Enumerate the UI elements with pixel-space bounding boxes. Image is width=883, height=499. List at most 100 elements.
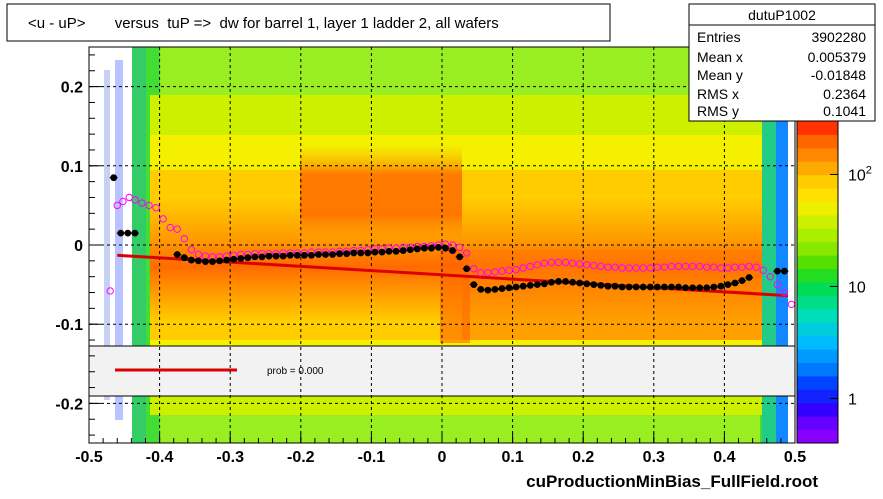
- rms-point: [540, 259, 549, 267]
- palette-cell: [797, 161, 838, 176]
- palette-cell: [797, 308, 838, 323]
- mean-point: [343, 250, 351, 258]
- rms-point: [618, 264, 626, 272]
- mean-point: [512, 283, 520, 291]
- rms-point: [674, 262, 683, 271]
- rms-point: [505, 266, 513, 275]
- stats-label: Mean x: [697, 49, 743, 65]
- rms-point: [159, 215, 167, 223]
- rms-point: [533, 261, 542, 269]
- mean-point: [435, 243, 442, 251]
- mean-point: [646, 283, 654, 291]
- mean-point: [477, 285, 485, 293]
- mean-point: [315, 251, 322, 258]
- rms-point: [463, 249, 471, 257]
- rms-point: [561, 258, 570, 267]
- mean-point: [738, 277, 746, 285]
- mean-point: [293, 251, 301, 259]
- rms-point: [180, 234, 189, 243]
- rms-point: [519, 264, 527, 272]
- stats-value: -0.01848: [811, 67, 866, 83]
- rms-point: [604, 263, 612, 271]
- mean-point: [258, 253, 266, 261]
- mean-point: [470, 281, 478, 288]
- rms-point: [717, 264, 725, 272]
- rms-point: [695, 262, 704, 271]
- rms-point: [113, 201, 121, 210]
- rms-point: [738, 263, 746, 271]
- mean-point: [371, 248, 379, 256]
- stats-value: 0.2364: [823, 86, 866, 102]
- mean-point: [428, 244, 435, 252]
- plot-marks: [89, 174, 795, 309]
- mean-point: [696, 284, 704, 292]
- mean-point: [491, 285, 499, 293]
- rms-point: [710, 263, 718, 271]
- rms-point: [145, 201, 153, 210]
- palette-cell: [797, 241, 838, 256]
- rms-point: [187, 246, 196, 254]
- mean-point: [364, 249, 372, 257]
- x-tick-label: 0: [438, 449, 447, 466]
- mean-point: [639, 283, 647, 291]
- mean-point: [392, 247, 400, 255]
- mean-point: [209, 258, 216, 266]
- mean-point: [442, 244, 449, 252]
- y-tick-label: 0.1: [61, 159, 83, 176]
- mean-point: [625, 283, 633, 291]
- mean-point: [413, 245, 421, 253]
- palette-label: 1: [848, 391, 857, 408]
- palette-cell: [797, 201, 838, 216]
- mean-point: [187, 256, 195, 264]
- mean-point: [555, 278, 562, 285]
- rms-point: [590, 261, 598, 270]
- x-tick-label: -0.2: [287, 449, 315, 466]
- x-tick-label: -0.4: [146, 449, 174, 466]
- rms-point: [138, 199, 146, 207]
- fit-legend-text: prob = 0.000: [267, 366, 324, 377]
- rms-point: [166, 223, 174, 232]
- x-tick-label: -0.1: [358, 449, 386, 466]
- mean-point: [223, 256, 231, 264]
- stats-value: 3902280: [811, 29, 866, 45]
- rms-point: [780, 288, 789, 297]
- palette-cell: [797, 389, 838, 404]
- rms-point: [766, 272, 774, 281]
- palette-cell: [797, 134, 838, 149]
- rms-point: [597, 262, 605, 271]
- rms-point: [477, 269, 485, 277]
- rms-point: [646, 264, 654, 272]
- palette-cell: [797, 174, 838, 189]
- mean-point: [202, 258, 209, 266]
- mean-point: [773, 267, 781, 275]
- mean-point: [265, 252, 273, 260]
- rms-point: [660, 263, 669, 271]
- mean-point: [329, 251, 336, 258]
- rms-point: [526, 262, 534, 271]
- rms-point: [731, 263, 739, 271]
- mean-point: [195, 257, 202, 265]
- title-box: [6, 3, 611, 42]
- mean-point: [180, 254, 188, 262]
- rms-point: [667, 262, 676, 271]
- mean-point: [569, 278, 577, 286]
- rms-point: [724, 264, 732, 272]
- stats-label: RMS x: [697, 86, 739, 102]
- mean-point: [590, 281, 598, 288]
- x-tick-label: 0.3: [643, 449, 665, 466]
- stats-label: Mean y: [697, 67, 743, 83]
- plot-grid: [89, 47, 795, 443]
- rms-point: [653, 263, 662, 271]
- mean-point: [272, 252, 280, 260]
- rms-point: [583, 261, 591, 269]
- palette-cell: [797, 429, 838, 444]
- x-tick-label: -0.5: [75, 449, 103, 466]
- mean-point: [745, 274, 753, 281]
- palette-label: 10: [848, 279, 866, 296]
- y-tick-label: 0: [74, 238, 83, 255]
- palette-cell: [797, 228, 838, 243]
- stats-label: Entries: [697, 29, 741, 45]
- rms-point: [773, 280, 782, 289]
- mean-point: [540, 280, 548, 288]
